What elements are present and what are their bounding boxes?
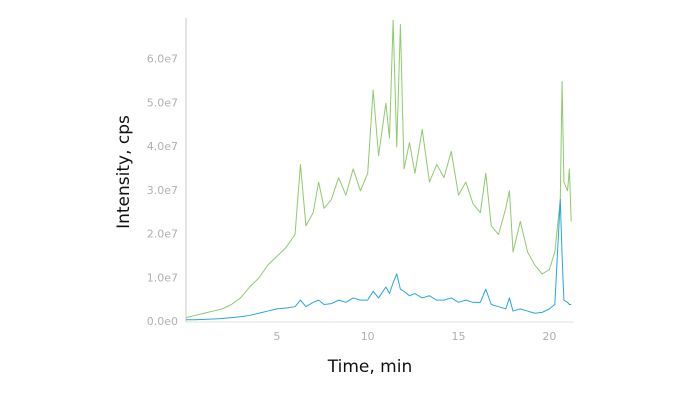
y-tick-label: 6.0e7 [147,53,178,66]
x-tick-label: 10 [361,330,375,343]
y-tick-label: 2.0e7 [147,228,178,241]
x-axis-title: Time, min [327,357,412,377]
y-tick-label: 1.0e7 [147,271,178,284]
y-tick-label: 0.0e0 [147,315,178,328]
y-tick-label: 4.0e7 [147,140,178,153]
x-tick-label: 20 [542,330,556,343]
y-tick-label: 5.0e7 [147,96,178,109]
y-tick-label: 3.0e7 [147,184,178,197]
series-line [185,19,572,319]
x-tick-label: 15 [452,330,466,343]
x-tick-label: 5 [273,330,280,343]
series-line [186,199,572,321]
y-axis-title: Intensity, cps [114,115,134,229]
